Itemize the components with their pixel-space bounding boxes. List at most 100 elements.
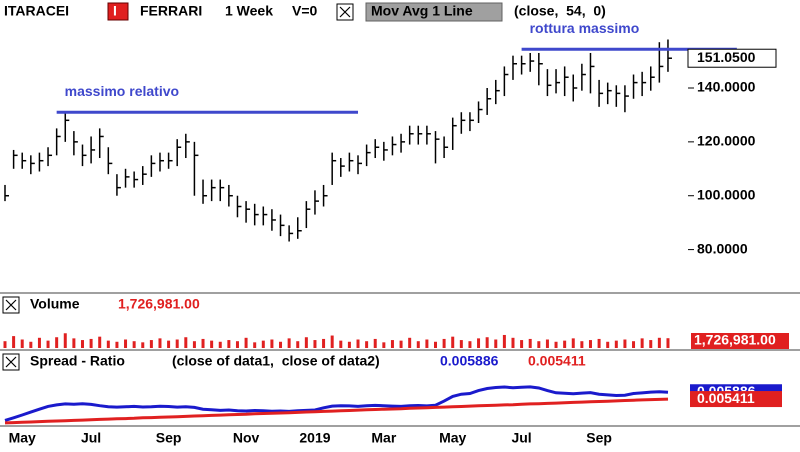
volume-bar	[606, 341, 610, 348]
last-price-label: 151.0500	[697, 49, 756, 65]
volume-bar	[175, 339, 179, 348]
volume-bar	[261, 340, 265, 348]
volume-bar	[339, 340, 343, 348]
x-tick-label: 2019	[299, 430, 330, 446]
volume-bar	[322, 338, 326, 348]
badge-box[interactable]	[107, 2, 129, 21]
interval: 1 Week	[225, 3, 273, 19]
volume-bar	[494, 339, 498, 348]
y-tick-label: 140.0000	[697, 79, 756, 95]
volume-bar	[408, 337, 412, 348]
volume-bar	[563, 340, 567, 348]
volume-bar	[115, 341, 119, 348]
spread-line	[4, 397, 669, 425]
volume-bar	[528, 338, 532, 348]
volume-bar	[666, 338, 670, 348]
y-tick-label: 120.0000	[697, 133, 756, 149]
volume-bar	[347, 341, 351, 348]
volume-bar	[192, 341, 196, 348]
volume-title: Volume	[30, 296, 80, 312]
volume-bar	[63, 333, 67, 348]
volume-bar	[382, 342, 386, 348]
volume-bar	[270, 339, 274, 348]
checkbox-x[interactable]	[5, 356, 17, 368]
last-value-label: 0.005411	[697, 390, 755, 406]
annotation: massimo relativo	[65, 83, 179, 99]
close-box[interactable]	[2, 296, 20, 314]
indicator-params: (close, 54, 0)	[514, 3, 606, 19]
volume-bar	[279, 341, 283, 348]
indicator-box[interactable]	[365, 2, 503, 22]
volume-bar	[597, 338, 601, 348]
annotation: rottura massimo	[530, 20, 640, 36]
last-value-box	[690, 391, 782, 408]
volume-bar	[46, 340, 50, 348]
volume-bar	[485, 337, 489, 348]
volume-bar	[313, 340, 317, 348]
volume-value: 1,726,981.00	[118, 296, 200, 312]
volume-bar	[330, 335, 334, 348]
volume-bar	[468, 341, 472, 348]
volume-bar	[399, 340, 403, 348]
volume-bar	[545, 339, 549, 348]
volume-bar	[72, 338, 76, 348]
volume-bar	[149, 340, 153, 348]
volume-bar	[356, 339, 360, 348]
volume-bar	[244, 337, 248, 348]
volume-bar	[588, 340, 592, 348]
x-tick-label: Jul	[81, 430, 101, 446]
volume-bar	[459, 340, 463, 348]
volume-bar	[287, 338, 291, 348]
checkbox-x[interactable]	[5, 299, 17, 311]
volume-bar	[218, 341, 222, 348]
series-value: 0.005411	[528, 353, 586, 369]
volume-bar	[657, 337, 661, 348]
symbol: ITARACEI	[4, 3, 69, 19]
x-tick-label: Sep	[156, 430, 182, 446]
x-tick-label: May	[9, 430, 36, 446]
volume-bar	[520, 340, 524, 348]
volume-bar	[106, 340, 110, 348]
volume-bar	[537, 341, 541, 348]
volume-bar	[373, 338, 377, 348]
volume-bar	[55, 337, 59, 348]
volume-bar	[554, 341, 558, 348]
volume-bar	[425, 339, 429, 348]
volume-bar	[623, 339, 627, 348]
indicator[interactable]: Mov Avg 1 Line	[371, 3, 473, 19]
last-price-box	[687, 48, 777, 68]
volume-bar	[451, 336, 455, 348]
x-tick-label: Jul	[511, 430, 531, 446]
volume-bar	[614, 340, 618, 348]
volume-bar	[89, 338, 93, 348]
last-volume-label: 1,726,981.00	[694, 332, 776, 348]
volume-bar	[571, 338, 575, 348]
volume-bar	[12, 336, 16, 348]
volume-bar	[124, 339, 128, 348]
volume-bar	[132, 341, 136, 348]
volume-bar	[390, 340, 394, 348]
volume-bar	[365, 341, 369, 348]
spread-title: Spread - Ratio	[30, 353, 125, 369]
series-value: 0.005886	[440, 353, 499, 369]
volume-bar	[20, 339, 24, 348]
x-tick-label: May	[439, 430, 466, 446]
volume-bar	[141, 342, 145, 348]
checkbox-x[interactable]	[339, 6, 351, 18]
close-box[interactable]	[2, 353, 20, 371]
volume-bar	[580, 341, 584, 348]
y-tick-label: 100.0000	[697, 186, 756, 202]
spread-subtitle: (close of data1, close of data2)	[172, 353, 380, 369]
volume-bar	[98, 336, 102, 348]
volume-bar	[477, 338, 481, 348]
last-volume-box	[691, 333, 789, 349]
x-tick-label: Nov	[233, 430, 260, 446]
volume-bar	[649, 340, 653, 348]
close-box[interactable]	[336, 3, 354, 21]
badge[interactable]: I	[113, 3, 117, 19]
volume-bar	[434, 341, 437, 348]
volume-bar	[511, 337, 515, 348]
volume-bar	[29, 341, 33, 348]
